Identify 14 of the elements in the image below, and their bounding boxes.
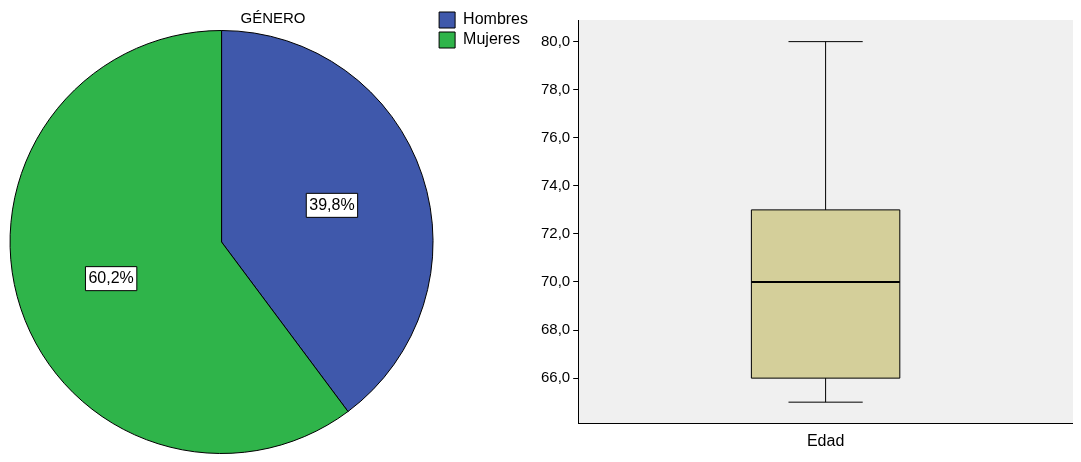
y-tick-label: 68,0 [540, 320, 571, 338]
legend-label: Mujeres [463, 30, 520, 48]
chart-title: GÉNERO [240, 9, 306, 27]
y-tick-label: 76,0 [540, 127, 571, 145]
data-label: 39,8% [309, 195, 355, 213]
y-tick-label: 80,0 [540, 31, 571, 49]
y-tick-label: 72,0 [540, 224, 571, 242]
legend-label: Hombres [463, 10, 528, 28]
y-tick-label: 66,0 [540, 368, 571, 386]
y-tick-label: 74,0 [540, 175, 571, 193]
data-label: 60,2% [88, 269, 134, 287]
x-tick-label: Edad [806, 431, 845, 449]
y-tick-label: 78,0 [540, 79, 571, 97]
y-tick-label: 70,0 [540, 272, 571, 290]
